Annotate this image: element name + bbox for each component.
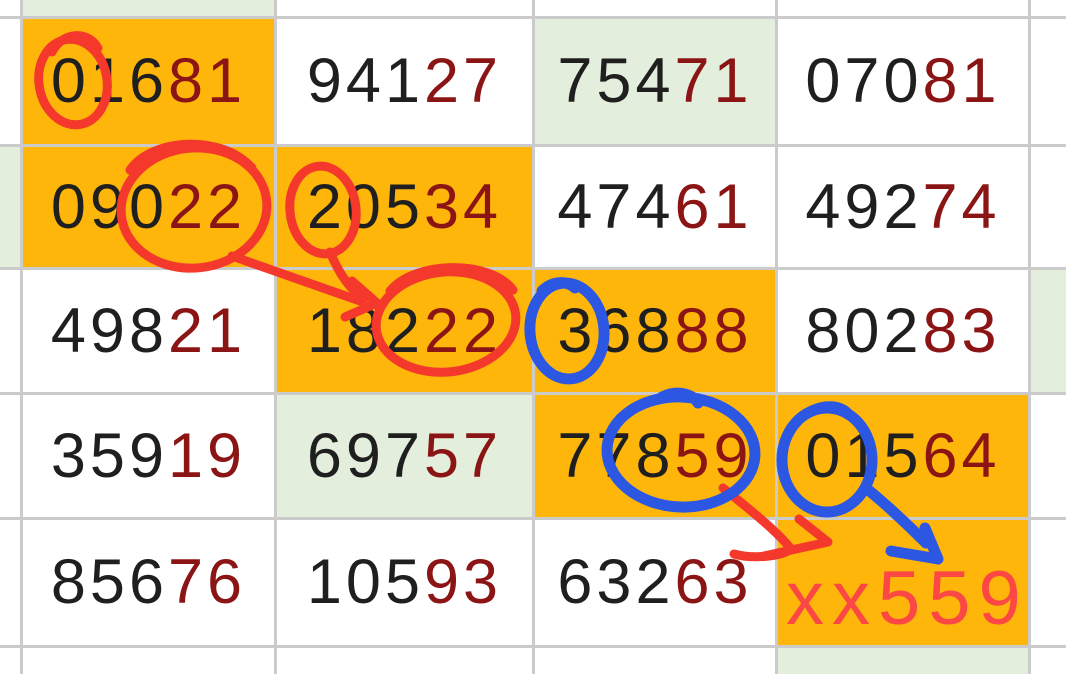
cell-20534[interactable]: 20534 (277, 147, 532, 267)
cell-r5c5[interactable] (1031, 520, 1066, 645)
cell-49821[interactable]: 49821 (23, 270, 274, 392)
cell-18222[interactable]: 18222 (277, 270, 532, 392)
cell-r2c5[interactable] (1031, 147, 1066, 267)
cell-value: 77859 (557, 420, 753, 491)
cell-36888[interactable]: 36888 (535, 270, 775, 392)
cell-r0c3[interactable] (535, 0, 775, 16)
cell-value: 49274 (805, 171, 1001, 242)
cell-r6c4[interactable] (778, 648, 1028, 674)
cell-r0c2[interactable] (277, 0, 532, 16)
cell-r6c0[interactable] (0, 648, 20, 674)
cell-85676[interactable]: 85676 (23, 520, 274, 645)
cell-r6c1[interactable] (23, 648, 274, 674)
cell-value: 63263 (557, 547, 753, 617)
cell-94127[interactable]: 94127 (277, 19, 532, 144)
handwritten-xx559-text: xx559 (786, 555, 1029, 641)
cell-value: 49821 (50, 295, 247, 366)
cell-value: 94127 (306, 46, 503, 116)
cell-69757[interactable]: 69757 (277, 395, 532, 517)
cell-r0c5[interactable] (1031, 0, 1066, 16)
cell-value: 07081 (805, 46, 1001, 116)
cell-value: 80283 (805, 295, 1001, 366)
cell-r6c3[interactable] (535, 648, 775, 674)
cell-63263[interactable]: 63263 (535, 520, 775, 645)
cell-r0c0[interactable] (0, 0, 20, 16)
cell-01564[interactable]: 01564 (778, 395, 1028, 517)
cell-value: 18222 (306, 295, 503, 366)
cell-value: 09022 (50, 171, 247, 242)
cell-r0c1[interactable] (23, 0, 274, 16)
cell-07081[interactable]: 07081 (778, 19, 1028, 144)
cell-r3c0[interactable] (0, 270, 20, 392)
cell-r1c5[interactable] (1031, 19, 1066, 144)
cell-47461[interactable]: 47461 (535, 147, 775, 267)
cell-01681[interactable]: 01681 (23, 19, 274, 144)
cell-value: 01681 (50, 46, 247, 116)
cell-r6c5[interactable] (1031, 648, 1066, 674)
cell-49274[interactable]: 49274 (778, 147, 1028, 267)
cell-r0c4[interactable] (778, 0, 1028, 16)
cell-75471[interactable]: 75471 (535, 19, 775, 144)
cell-value: 10593 (306, 547, 503, 617)
cell-value: 36888 (557, 295, 753, 366)
cell-77859[interactable]: 77859 (535, 395, 775, 517)
cell-r4c0[interactable] (0, 395, 20, 517)
cell-10593[interactable]: 10593 (277, 520, 532, 645)
cell-35919[interactable]: 35919 (23, 395, 274, 517)
cell-value: 35919 (50, 420, 247, 491)
cell-r3c5[interactable] (1031, 270, 1066, 392)
cell-xx559[interactable]: xx559 (778, 520, 1028, 645)
cell-value: 85676 (50, 547, 247, 617)
cell-value: 69757 (306, 420, 503, 491)
cell-r6c2[interactable] (277, 648, 532, 674)
cell-r1c0[interactable] (0, 19, 20, 144)
cell-09022[interactable]: 09022 (23, 147, 274, 267)
cell-r2c0[interactable] (0, 147, 20, 267)
cell-r4c5[interactable] (1031, 395, 1066, 517)
cell-r5c0[interactable] (0, 520, 20, 645)
cell-80283[interactable]: 80283 (778, 270, 1028, 392)
cell-value: 47461 (557, 171, 753, 242)
cell-value: 75471 (557, 46, 753, 116)
cell-value: 20534 (306, 171, 503, 242)
cell-value: 01564 (805, 420, 1001, 491)
